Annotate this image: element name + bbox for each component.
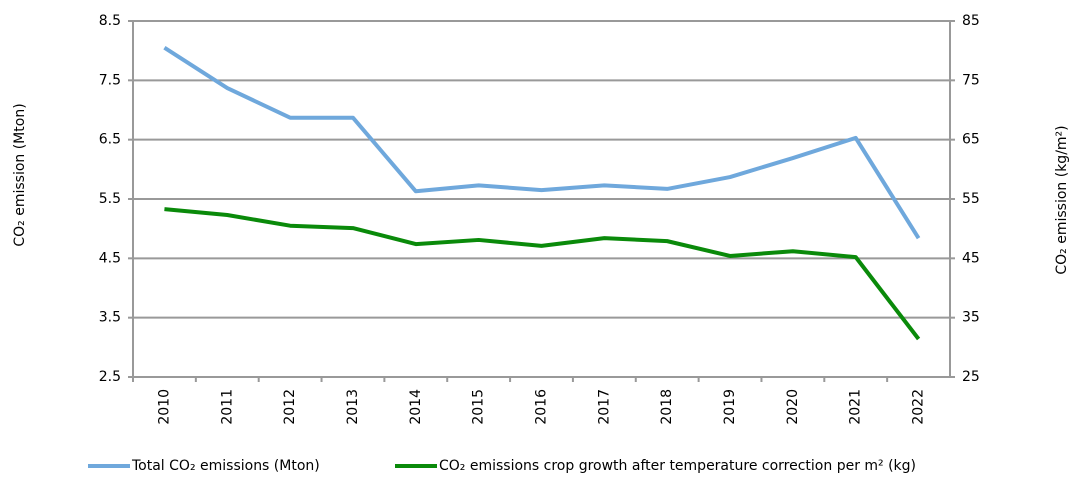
series-line <box>164 207 921 341</box>
y2-tick-label: 55 <box>962 191 980 207</box>
x-tick-label: 2019 <box>722 389 738 425</box>
y2-tick-label: 35 <box>962 310 980 326</box>
x-tick-label: 2022 <box>911 389 927 425</box>
x-tick-label: 2012 <box>282 389 298 425</box>
y-tick-label: 6.5 <box>99 132 121 148</box>
y2-tick-label: 85 <box>962 13 980 29</box>
x-tick-label: 2015 <box>471 389 487 425</box>
x-tick-label: 2011 <box>219 389 235 425</box>
x-tick-label: 2013 <box>345 389 361 425</box>
y-tick-label: 4.5 <box>99 250 121 266</box>
y2-tick-label: 25 <box>962 369 980 385</box>
y2-tick-label: 75 <box>962 72 980 88</box>
x-tick-label: 2014 <box>408 389 424 425</box>
x-tick-label: 2018 <box>659 389 675 425</box>
y-axis-label: CO₂ emission (Mton) <box>12 103 28 246</box>
x-tick-label: 2021 <box>848 389 864 425</box>
y-tick-label: 8.5 <box>99 13 121 29</box>
y2-tick-label: 65 <box>962 132 980 148</box>
legend-label: CO₂ emissions crop growth after temperat… <box>439 458 916 474</box>
y-tick-label: 5.5 <box>99 191 121 207</box>
x-tick-label: 2020 <box>785 389 801 425</box>
y2-tick-label: 45 <box>962 250 980 266</box>
x-tick-label: 2010 <box>156 389 172 425</box>
series-line <box>163 46 921 240</box>
y-tick-label: 7.5 <box>99 72 121 88</box>
y-tick-label: 2.5 <box>99 369 121 385</box>
x-tick-label: 2016 <box>534 389 550 425</box>
x-tick-label: 2017 <box>596 389 612 425</box>
y2-axis-label: CO₂ emission (kg/m²) <box>1054 125 1070 274</box>
legend-label: Total CO₂ emissions (Mton) <box>131 458 320 474</box>
y-tick-label: 3.5 <box>99 310 121 326</box>
